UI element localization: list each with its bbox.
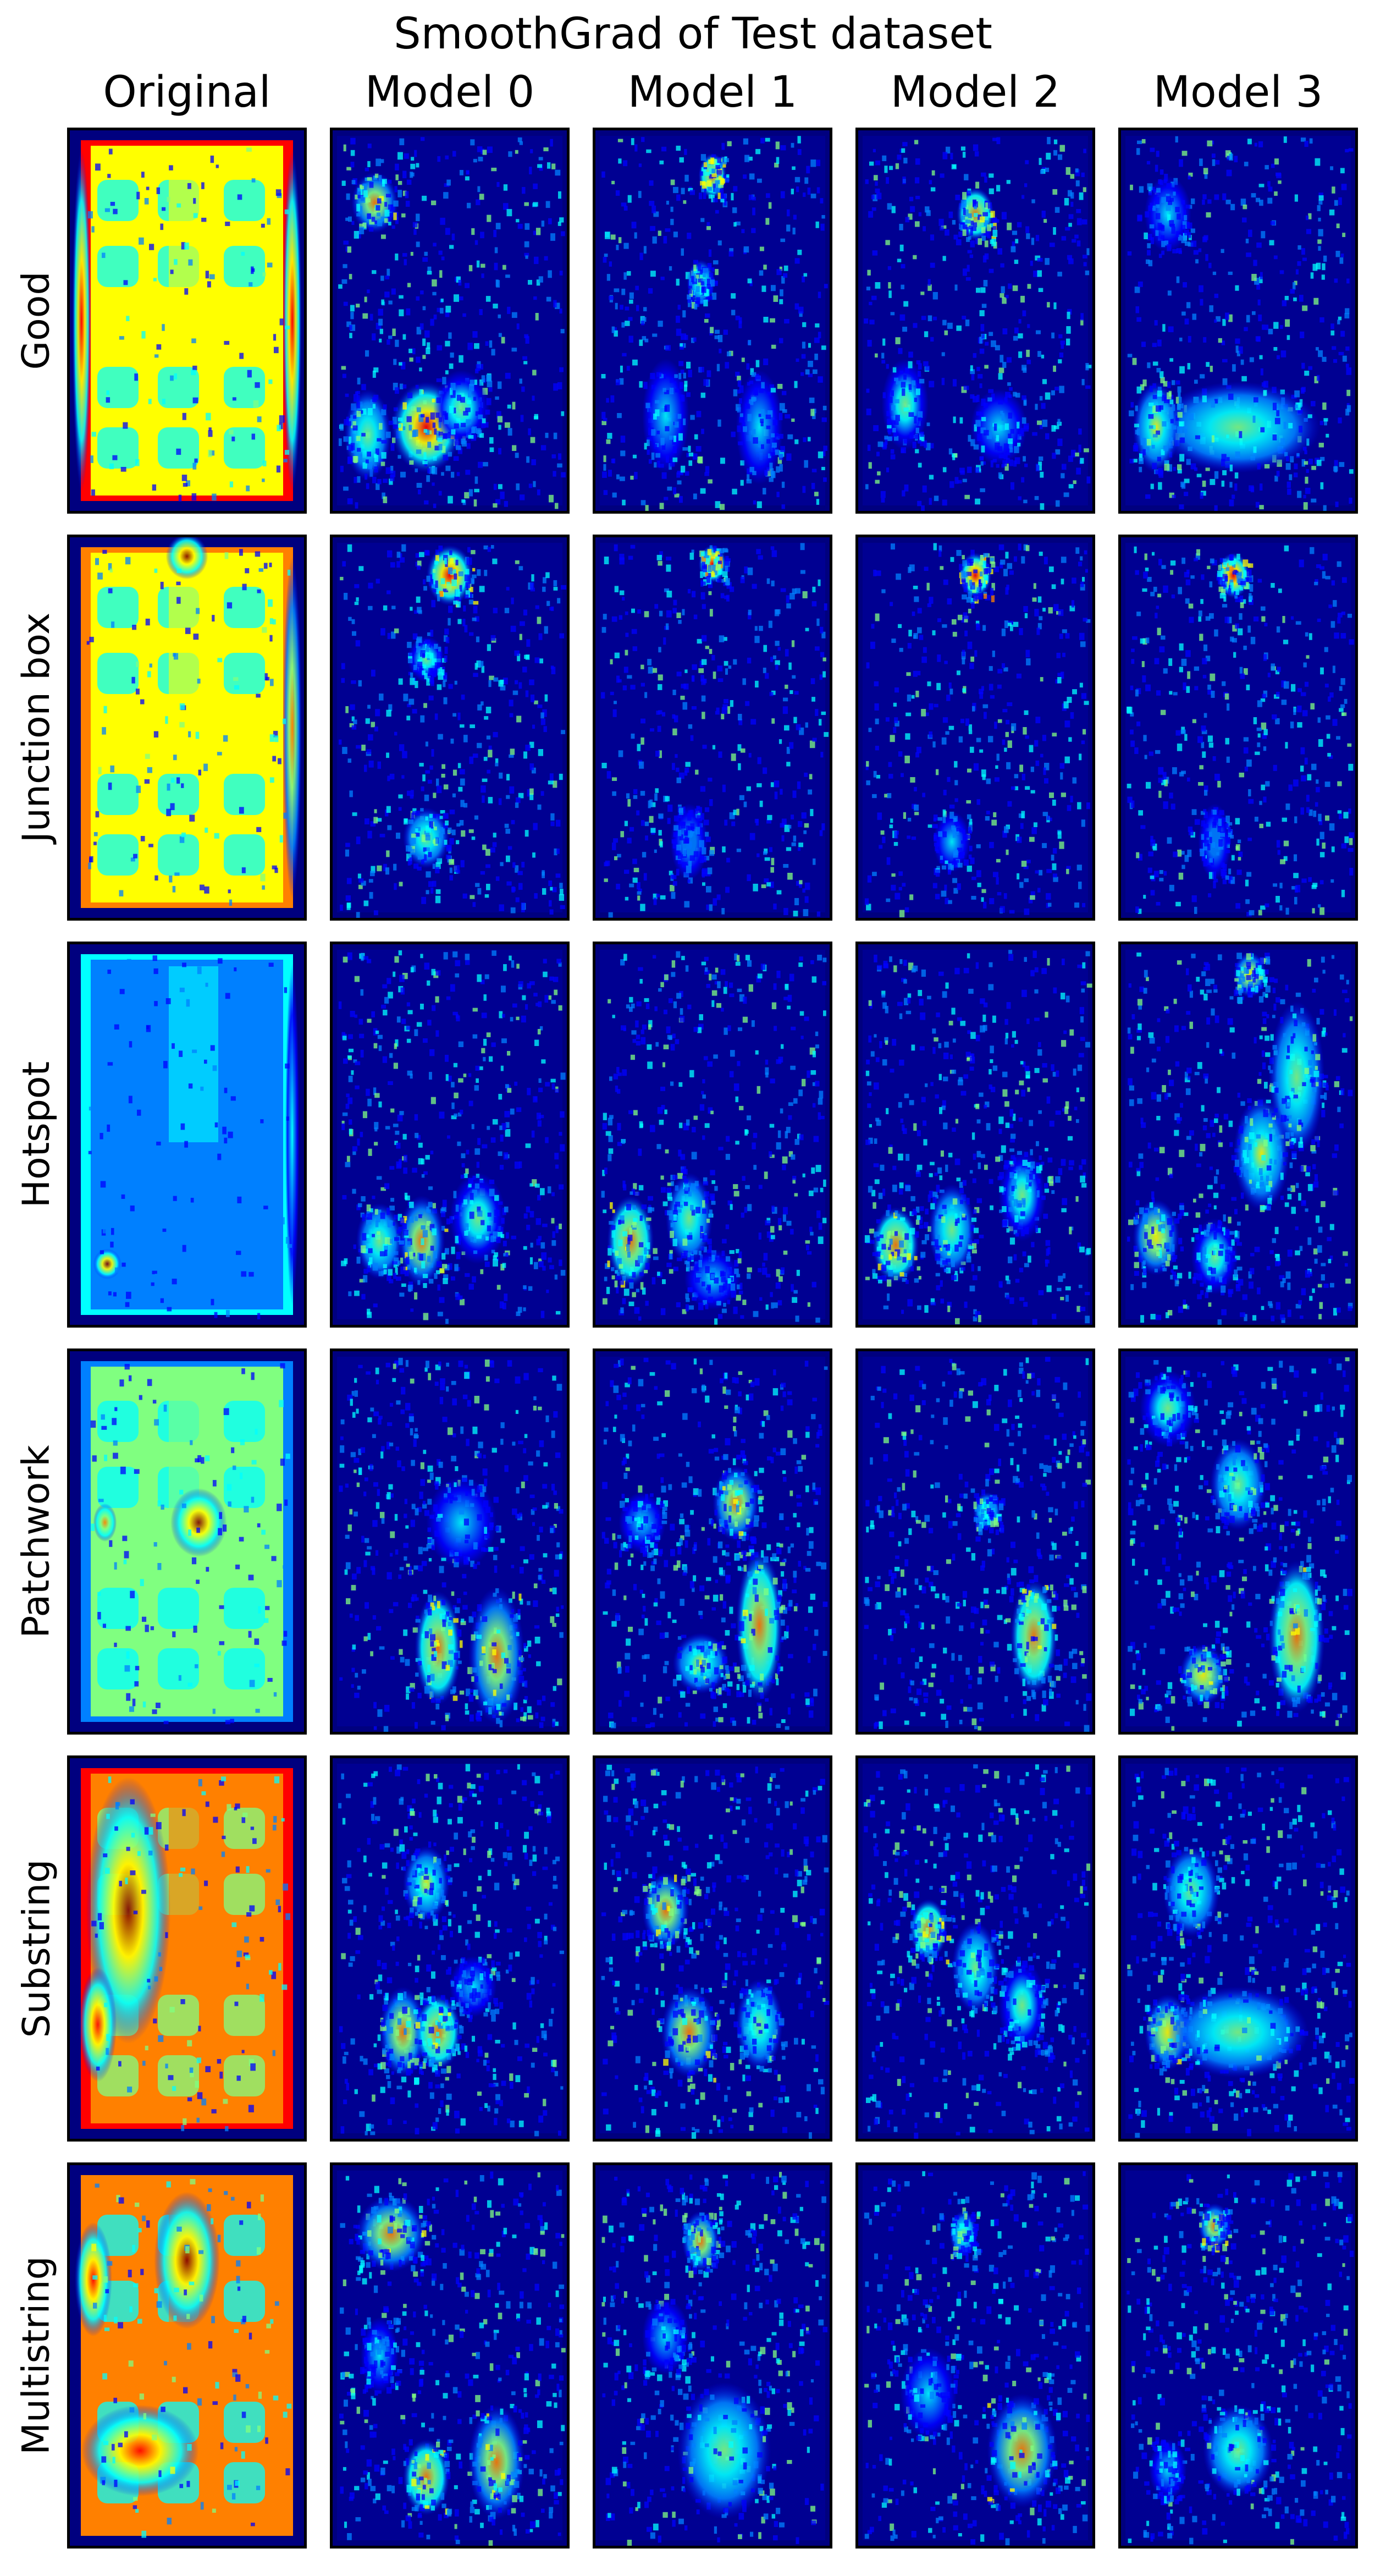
row-label-patchwork: Patchwork [15, 1445, 59, 1638]
panel-hotspot-original [67, 942, 307, 1328]
panel-multistring-model-2 [855, 2162, 1095, 2549]
panel-junction-box-model-3 [1118, 535, 1358, 921]
panel-patchwork-original [67, 1348, 307, 1735]
row-label-good: Good [15, 271, 59, 370]
panel-junction-box-model-0 [330, 535, 570, 921]
panel-good-model-1 [593, 128, 832, 514]
panel-patchwork-model-3 [1118, 1348, 1358, 1735]
panel-hotspot-model-2 [855, 942, 1095, 1328]
panel-junction-box-model-1 [593, 535, 832, 921]
panel-hotspot-model-3 [1118, 942, 1358, 1328]
panel-patchwork-model-1 [593, 1348, 832, 1735]
panel-good-original [67, 128, 307, 514]
panel-substring-model-2 [855, 1755, 1095, 2142]
panel-patchwork-model-2 [855, 1348, 1095, 1735]
panel-patchwork-model-0 [330, 1348, 570, 1735]
panel-multistring-model-3 [1118, 2162, 1358, 2549]
panel-substring-model-1 [593, 1755, 832, 2142]
row-label-substring: Substring [15, 1859, 59, 2038]
row-label-multistring: Multistring [15, 2256, 59, 2455]
row-label-junction-box: Junction box [15, 612, 58, 843]
panel-multistring-model-0 [330, 2162, 570, 2549]
column-label-model-2: Model 2 [890, 68, 1061, 117]
column-label-original: Original [103, 68, 271, 117]
panel-good-model-3 [1118, 128, 1358, 514]
row-label-hotspot: Hotspot [15, 1061, 59, 1208]
panel-substring-original [67, 1755, 307, 2142]
panel-multistring-original [67, 2162, 307, 2549]
panel-junction-box-original [67, 535, 307, 921]
panel-good-model-2 [855, 128, 1095, 514]
figure-title: SmoothGrad of Test dataset [394, 9, 992, 59]
panel-junction-box-model-2 [855, 535, 1095, 921]
panel-substring-model-0 [330, 1755, 570, 2142]
column-label-model-0: Model 0 [365, 68, 535, 117]
column-label-model-1: Model 1 [627, 68, 798, 117]
panel-substring-model-3 [1118, 1755, 1358, 2142]
panel-multistring-model-1 [593, 2162, 832, 2549]
panel-hotspot-model-0 [330, 942, 570, 1328]
column-label-model-3: Model 3 [1153, 68, 1323, 117]
panel-hotspot-model-1 [593, 942, 832, 1328]
panel-good-model-0 [330, 128, 570, 514]
